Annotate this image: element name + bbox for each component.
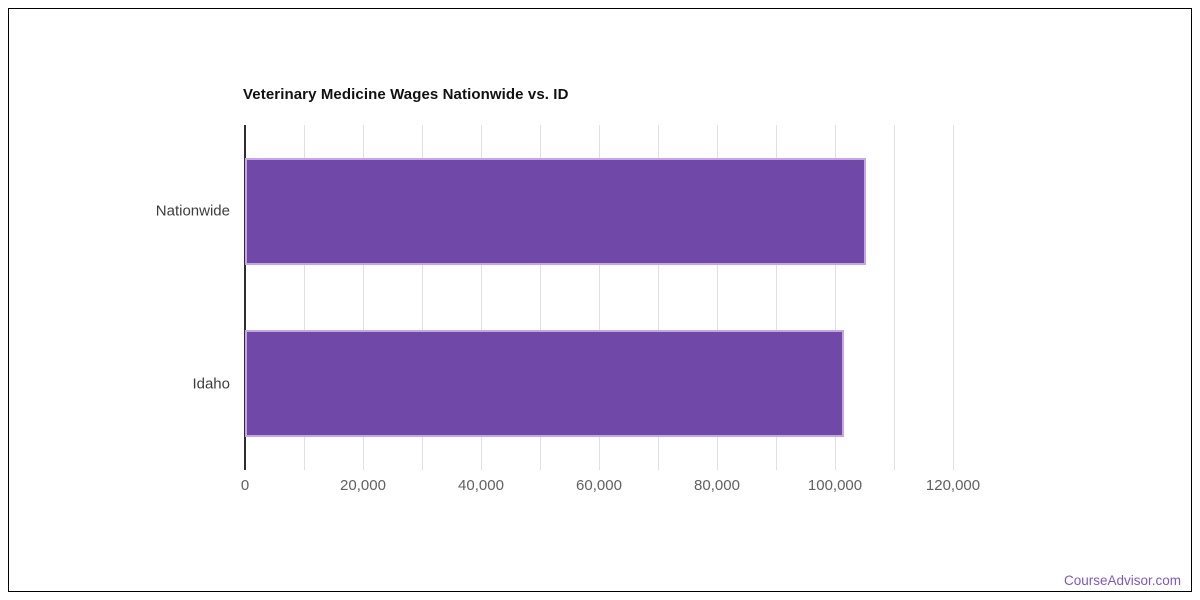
x-tick-label-0: 0 (240, 477, 250, 494)
courseadvisor-link[interactable]: CourseAdvisor.com (1063, 573, 1181, 588)
x-gridline (953, 125, 954, 470)
category-label-idaho: Idaho (192, 375, 230, 393)
bar-nationwide (245, 157, 866, 265)
x-tick-label-80000: 80,000 (694, 477, 740, 494)
y-axis-line (244, 125, 246, 470)
x-gridline (481, 125, 482, 470)
x-gridline (894, 125, 895, 470)
x-tick-label-60000: 60,000 (576, 477, 622, 494)
x-gridline (835, 125, 836, 470)
x-gridline (304, 125, 305, 470)
x-tick-label-100000: 100,000 (807, 477, 863, 494)
category-label-nationwide: Nationwide (155, 202, 230, 220)
plot-area (244, 125, 954, 470)
x-gridline (363, 125, 364, 470)
x-gridline (658, 125, 659, 470)
x-gridline (540, 125, 541, 470)
chart-title: Veterinary Medicine Wages Nationwide vs.… (243, 86, 569, 103)
x-tick-label-120000: 120,000 (925, 477, 981, 494)
x-gridline (717, 125, 718, 470)
x-gridline (599, 125, 600, 470)
x-gridline (776, 125, 777, 470)
x-tick-label-20000: 20,000 (340, 477, 386, 494)
x-axis-tick-labels: 0 20,000 40,000 60,000 80,000 100,000 120,000 (241, 477, 980, 497)
bar-idaho (245, 330, 844, 438)
category-axis: Nationwide Idaho (30, 125, 230, 470)
x-gridline (422, 125, 423, 470)
x-tick-label-40000: 40,000 (458, 477, 504, 494)
